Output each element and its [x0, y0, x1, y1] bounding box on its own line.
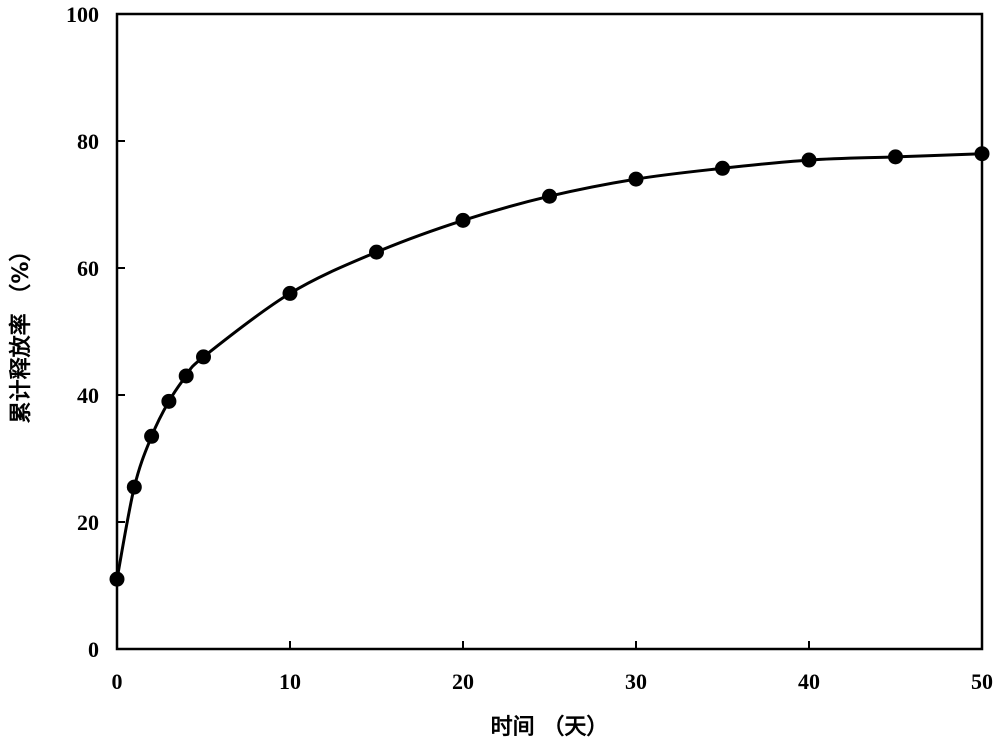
- x-tick-label: 20: [452, 669, 474, 694]
- data-point: [629, 172, 644, 187]
- x-axis-title: 时间 （天）: [491, 715, 609, 740]
- x-tick-label: 30: [625, 669, 647, 694]
- fit-curve: [117, 154, 982, 579]
- plot-area-frame: [117, 14, 982, 649]
- data-point: [283, 286, 298, 301]
- data-point: [369, 245, 384, 260]
- data-point: [110, 572, 125, 587]
- y-tick-label: 20: [77, 510, 99, 535]
- y-tick-label: 60: [77, 256, 99, 281]
- y-tick-label: 0: [88, 637, 99, 662]
- y-tick-label: 80: [77, 129, 99, 154]
- data-point: [161, 394, 176, 409]
- data-points: [110, 146, 990, 586]
- y-tick-label: 100: [66, 2, 99, 27]
- data-point: [715, 161, 730, 176]
- data-point: [542, 189, 557, 204]
- x-tick-label: 0: [112, 669, 123, 694]
- data-point: [802, 153, 817, 168]
- data-point: [127, 480, 142, 495]
- data-point: [456, 213, 471, 228]
- data-point: [179, 368, 194, 383]
- data-point: [144, 429, 159, 444]
- x-tick-label: 50: [971, 669, 993, 694]
- y-axis-title: 累计释放率 （%）: [8, 240, 34, 424]
- y-tick-label: 40: [77, 383, 99, 408]
- data-point: [975, 146, 990, 161]
- x-tick-label: 40: [798, 669, 820, 694]
- x-tick-label: 10: [279, 669, 301, 694]
- data-point: [196, 349, 211, 364]
- data-point: [888, 149, 903, 164]
